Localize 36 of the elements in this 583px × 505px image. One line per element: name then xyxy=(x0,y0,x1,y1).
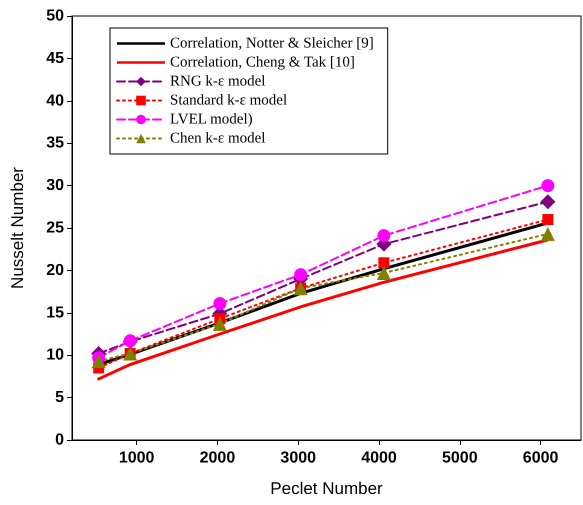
point xyxy=(212,316,227,331)
point xyxy=(541,179,554,192)
y-tick-label: 45 xyxy=(46,50,64,67)
point xyxy=(378,257,390,268)
point xyxy=(92,354,106,368)
legend-label: Chen k-ε model xyxy=(170,130,266,146)
legend-label: Standard k-ε model xyxy=(170,92,288,108)
y-tick-label: 35 xyxy=(46,134,64,152)
x-tick-label: 3000 xyxy=(280,450,316,466)
y-tick-label: 25 xyxy=(46,220,64,236)
point xyxy=(542,214,554,226)
legend-label: LVEL model) xyxy=(170,112,253,128)
x-tick-label: 5000 xyxy=(442,450,478,466)
point xyxy=(377,229,390,242)
legend-label: Correlation, Notter & Sleicher [9] xyxy=(170,36,374,52)
y-axis-title: Nusselt Number xyxy=(8,166,27,289)
point xyxy=(540,226,555,241)
legend-label: Correlation, Cheng & Tak [10] xyxy=(170,54,355,70)
y-tick-label: 50 xyxy=(46,8,64,24)
x-tick-label: 1000 xyxy=(118,450,155,466)
y-tick-label: 0 xyxy=(55,432,64,448)
x-axis-title: Peclet Number xyxy=(270,479,384,498)
y-tick-label: 15 xyxy=(46,304,64,322)
x-tick-label: 6000 xyxy=(522,450,558,466)
y-tick-label: 30 xyxy=(46,177,64,194)
point xyxy=(294,268,308,282)
y-tick-label: 5 xyxy=(55,389,64,406)
point xyxy=(540,194,556,210)
y-tick-label: 40 xyxy=(46,92,64,110)
point xyxy=(376,266,391,280)
y-tick-label: 20 xyxy=(46,262,64,279)
x-tick-label: 2000 xyxy=(200,450,236,466)
y-tick-label: 10 xyxy=(46,346,64,364)
point xyxy=(213,296,226,310)
x-tick-label: 4000 xyxy=(361,450,397,466)
legend-label: RNG k-ε model xyxy=(170,74,266,90)
